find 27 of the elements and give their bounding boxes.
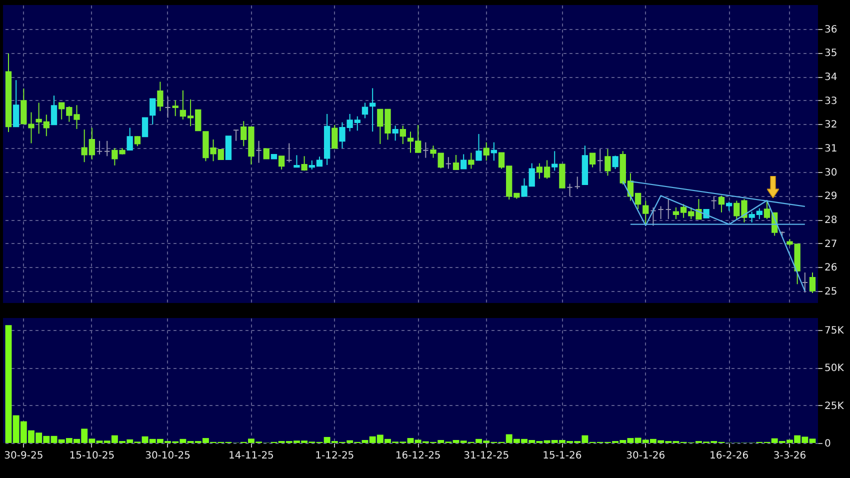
y-tick-label: 25 — [824, 286, 838, 298]
y-tick-label: 25K — [824, 400, 844, 412]
x-tick-label: 15-1-26 — [542, 450, 582, 462]
x-tick-label: 15-10-25 — [69, 450, 115, 462]
x-tick-label: 16-12-25 — [395, 450, 441, 462]
x-tick-label: 30-9-25 — [4, 450, 44, 462]
x-tick-label: 16-2-26 — [710, 450, 749, 462]
x-tick-label: 31-12-25 — [464, 450, 510, 462]
x-tick-label: 30-10-25 — [145, 450, 190, 462]
y-tick-label: 0 — [824, 438, 831, 450]
y-tick-label: 28 — [824, 215, 838, 226]
y-tick-label: 30 — [824, 167, 838, 178]
x-tick-label: 30-1-26 — [626, 450, 666, 462]
x-tick-label: 3-3-26 — [773, 450, 806, 462]
y-tick-label: 29 — [824, 191, 838, 202]
x-tick-label: 1-12-25 — [315, 450, 354, 462]
y-tick-label: 50K — [824, 363, 844, 374]
y-tick-label: 26 — [824, 262, 838, 274]
y-tick-label: 33 — [824, 96, 838, 107]
y-tick-label: 75K — [824, 326, 844, 337]
y-tick-label: 36 — [824, 24, 838, 36]
y-tick-label: 35 — [824, 48, 838, 60]
y-tick-label: 34 — [824, 72, 838, 84]
y-tick-label: 32 — [824, 120, 838, 131]
y-tick-label: 31 — [824, 144, 838, 155]
x-tick-label: 14-11-25 — [228, 450, 274, 462]
y-tick-label: 27 — [824, 238, 838, 250]
